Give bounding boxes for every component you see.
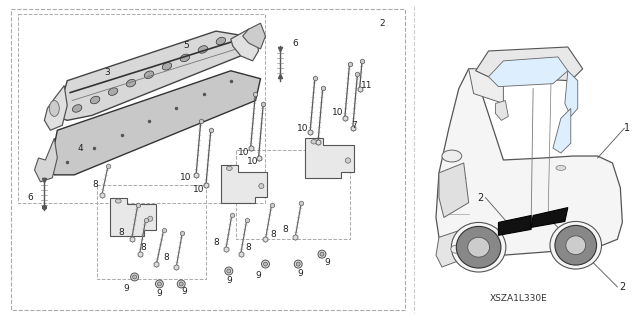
Text: 8: 8 (92, 180, 98, 189)
Polygon shape (110, 198, 156, 236)
Ellipse shape (468, 237, 490, 257)
Text: 6: 6 (292, 39, 298, 48)
Ellipse shape (198, 46, 207, 53)
Text: 8: 8 (163, 253, 169, 262)
Text: 6: 6 (28, 193, 33, 202)
Ellipse shape (225, 267, 233, 275)
Ellipse shape (555, 226, 596, 265)
Text: 10: 10 (193, 185, 205, 194)
Text: 8: 8 (119, 228, 125, 237)
Text: 9: 9 (255, 271, 261, 280)
Polygon shape (499, 216, 531, 235)
Ellipse shape (177, 280, 185, 288)
Text: 8: 8 (282, 225, 288, 234)
Text: 8: 8 (271, 230, 276, 239)
Ellipse shape (216, 37, 225, 45)
Text: 5: 5 (183, 41, 189, 50)
Polygon shape (439, 163, 468, 218)
Ellipse shape (157, 282, 161, 286)
Text: 9: 9 (124, 284, 129, 293)
Ellipse shape (264, 262, 268, 266)
Ellipse shape (179, 282, 183, 286)
Text: 3: 3 (104, 68, 109, 77)
Polygon shape (436, 227, 474, 267)
Polygon shape (436, 69, 622, 255)
Text: 7: 7 (351, 121, 356, 130)
Ellipse shape (456, 226, 501, 268)
Text: 10: 10 (247, 158, 259, 167)
Text: 9: 9 (181, 287, 187, 296)
Ellipse shape (115, 199, 121, 203)
Ellipse shape (451, 245, 461, 253)
Text: 9: 9 (226, 277, 232, 286)
Ellipse shape (318, 250, 326, 258)
Polygon shape (52, 31, 246, 120)
Ellipse shape (49, 100, 60, 116)
Text: 11: 11 (361, 81, 372, 90)
Polygon shape (35, 138, 58, 182)
Text: 10: 10 (298, 124, 309, 133)
Polygon shape (47, 71, 260, 175)
Text: 9: 9 (324, 258, 330, 267)
Text: 4: 4 (77, 144, 83, 152)
Ellipse shape (345, 158, 351, 163)
Polygon shape (44, 85, 67, 130)
Ellipse shape (262, 260, 269, 268)
Ellipse shape (227, 269, 231, 273)
Ellipse shape (90, 96, 100, 104)
Text: 10: 10 (180, 173, 192, 182)
Text: 9: 9 (298, 270, 303, 278)
Ellipse shape (320, 252, 324, 256)
Text: 10: 10 (332, 108, 344, 117)
Ellipse shape (148, 216, 153, 221)
Polygon shape (243, 23, 266, 49)
Ellipse shape (131, 273, 139, 281)
Bar (18, 14, 266, 203)
Polygon shape (565, 71, 578, 116)
Ellipse shape (259, 183, 264, 189)
Ellipse shape (296, 262, 300, 266)
Text: 8: 8 (246, 243, 252, 252)
Polygon shape (495, 100, 508, 120)
Text: 8: 8 (213, 238, 219, 247)
Ellipse shape (72, 105, 82, 112)
Bar (236, 150, 349, 239)
Ellipse shape (294, 260, 302, 268)
Text: 10: 10 (238, 148, 250, 157)
Ellipse shape (442, 150, 461, 162)
Ellipse shape (132, 275, 136, 279)
Ellipse shape (451, 222, 506, 272)
Polygon shape (221, 165, 268, 203)
Polygon shape (476, 47, 582, 81)
Ellipse shape (156, 280, 163, 288)
Ellipse shape (126, 79, 136, 87)
Text: 2: 2 (620, 282, 625, 292)
Ellipse shape (180, 54, 189, 62)
Ellipse shape (227, 166, 232, 170)
Ellipse shape (566, 236, 586, 255)
Text: 8: 8 (141, 243, 147, 252)
Text: 1: 1 (624, 123, 630, 133)
Text: XSZA1L330E: XSZA1L330E (490, 294, 547, 303)
Ellipse shape (311, 139, 317, 144)
Polygon shape (553, 108, 571, 153)
Polygon shape (231, 29, 259, 61)
Polygon shape (305, 138, 354, 178)
Ellipse shape (550, 221, 602, 269)
Ellipse shape (144, 71, 154, 78)
Ellipse shape (163, 63, 172, 70)
Ellipse shape (108, 88, 118, 95)
Text: 9: 9 (157, 289, 163, 298)
Bar (97, 185, 206, 279)
Polygon shape (468, 69, 504, 103)
Bar (11, 9, 405, 310)
Polygon shape (531, 208, 568, 227)
Polygon shape (488, 57, 568, 87)
Text: 2: 2 (477, 193, 484, 203)
Text: 2: 2 (380, 19, 385, 28)
Ellipse shape (556, 166, 566, 170)
